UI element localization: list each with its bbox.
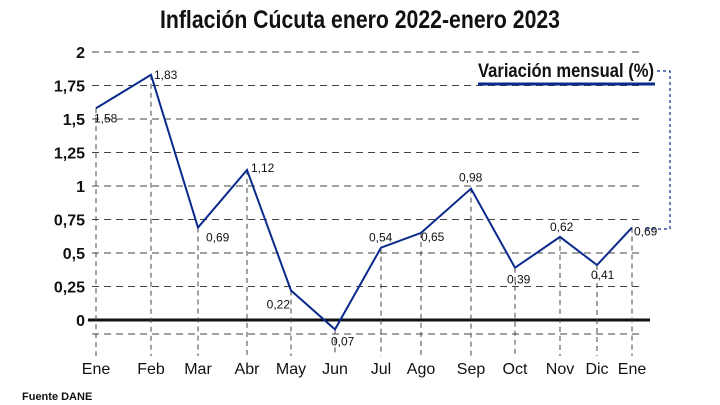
- x-tick-label: Sep: [457, 361, 486, 378]
- x-tick-label: Jun: [322, 361, 348, 378]
- data-label: 0,41: [591, 268, 615, 282]
- x-tick-label: Nov: [546, 361, 574, 378]
- source-note: Fuente DANE: [22, 391, 92, 403]
- data-label: 1,12: [251, 161, 275, 175]
- x-tick-label: Abr: [235, 361, 261, 378]
- y-tick-label: 1,5: [63, 112, 85, 129]
- x-tick-label: Feb: [137, 361, 165, 378]
- x-tick-label: Ene: [618, 361, 647, 378]
- legend-label: Variación mensual (%): [478, 61, 654, 82]
- data-label: 0,62: [550, 220, 574, 234]
- y-tick-label: 0,75: [54, 213, 85, 230]
- y-axis-ticks: 0 0,25 0,5 0,75 1 1,25 1,5 1,75 2: [54, 45, 85, 330]
- x-tick-label: Ago: [407, 361, 436, 378]
- y-tick-label: 0: [76, 313, 85, 330]
- y-tick-label: 1,75: [54, 79, 85, 96]
- data-label: 0,69: [634, 225, 658, 239]
- series-line: [95, 73, 633, 331]
- series: [95, 73, 633, 331]
- x-tick-label: Oct: [503, 361, 528, 378]
- data-label: 0,22: [267, 298, 291, 312]
- data-label: 1,58: [94, 111, 118, 125]
- y-tick-label: 1,25: [54, 146, 85, 163]
- x-tick-label: May: [276, 361, 306, 378]
- data-label: 0,54: [369, 231, 393, 245]
- data-label: 0,98: [459, 171, 483, 185]
- data-label: 0,39: [507, 273, 531, 287]
- y-tick-label: 0,5: [63, 246, 85, 263]
- data-label: 1,83: [154, 68, 178, 82]
- legend-connector: [645, 70, 671, 230]
- y-tick-label: 0,25: [54, 280, 85, 297]
- chart-title: Inflación Cúcuta enero 2022-enero 2023: [160, 6, 560, 34]
- x-tick-label: Jul: [371, 361, 391, 378]
- y-tick-label: 2: [76, 45, 85, 62]
- data-labels: 1,58 1,83 0,69 1,12 0,22 0,07 0,54 0,65 0,98 0,39…: [94, 68, 658, 349]
- x-tick-label: Mar: [184, 361, 212, 378]
- x-axis-ticks: Ene Feb Mar Abr May Jun Jul Ago Sep Oct Nov Dic Ene: [82, 361, 647, 378]
- y-tick-label: 1: [76, 179, 85, 196]
- data-label: 0,69: [206, 231, 230, 245]
- grid: [88, 51, 650, 356]
- x-tick-label: Dic: [585, 361, 608, 378]
- x-tick-label: Ene: [82, 361, 111, 378]
- data-label: 0,07: [331, 334, 355, 348]
- data-label: 0,65: [421, 230, 445, 244]
